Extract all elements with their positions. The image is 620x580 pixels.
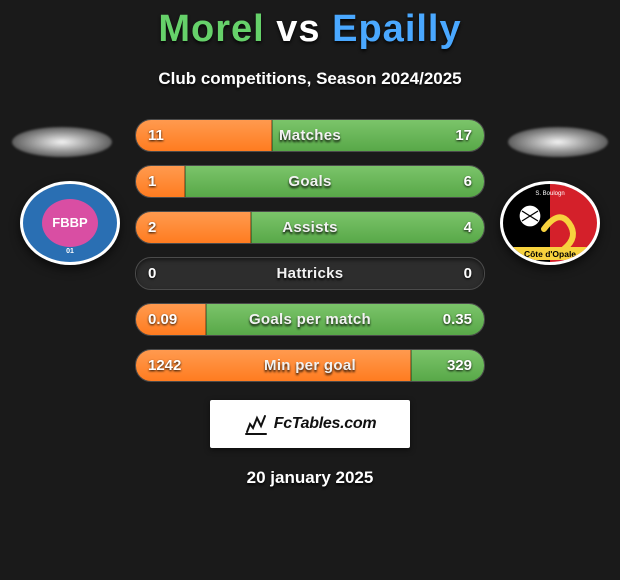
stat-label: Matches — [136, 120, 484, 151]
stat-row: 24Assists — [135, 211, 485, 244]
halo-right — [508, 127, 608, 157]
svg-text:FBBP: FBBP — [52, 215, 88, 230]
stat-row: 1242329Min per goal — [135, 349, 485, 382]
comparison-stage: FBBP 01 S. Boulogn Côte d'Opale 1117Matc… — [0, 119, 620, 382]
stat-label: Assists — [136, 212, 484, 243]
stat-label: Min per goal — [136, 350, 484, 381]
stat-label: Hattricks — [136, 258, 484, 289]
brand-text: FcTables.com — [274, 415, 377, 433]
subtitle: Club competitions, Season 2024/2025 — [0, 69, 620, 89]
club-badge-left: FBBP 01 — [20, 181, 120, 265]
stat-label: Goals — [136, 166, 484, 197]
fbbp-logo-icon: FBBP 01 — [20, 181, 120, 265]
title-player2: Epailly — [332, 8, 462, 50]
stat-bars: 1117Matches 16Goals 24Assists 00Hattricks 0.… — [135, 119, 485, 382]
page-title: Morel vs Epailly — [0, 0, 620, 51]
stat-row: 0.090.35Goals per match — [135, 303, 485, 336]
brand-box[interactable]: FcTables.com — [210, 400, 410, 448]
stat-row: 00Hattricks — [135, 257, 485, 290]
title-vs: vs — [276, 8, 320, 50]
stat-row: 1117Matches — [135, 119, 485, 152]
snapshot-date: 20 january 2025 — [0, 468, 620, 488]
club-badge-right: S. Boulogn Côte d'Opale — [500, 181, 600, 265]
svg-text:Côte d'Opale: Côte d'Opale — [524, 249, 576, 259]
svg-text:S. Boulogn: S. Boulogn — [535, 191, 564, 197]
boulogne-logo-icon: S. Boulogn Côte d'Opale — [500, 181, 600, 265]
halo-left — [12, 127, 112, 157]
stat-label: Goals per match — [136, 304, 484, 335]
svg-text:01: 01 — [66, 248, 74, 255]
stat-row: 16Goals — [135, 165, 485, 198]
title-player1: Morel — [158, 8, 264, 50]
fctables-logo-icon — [244, 412, 268, 436]
